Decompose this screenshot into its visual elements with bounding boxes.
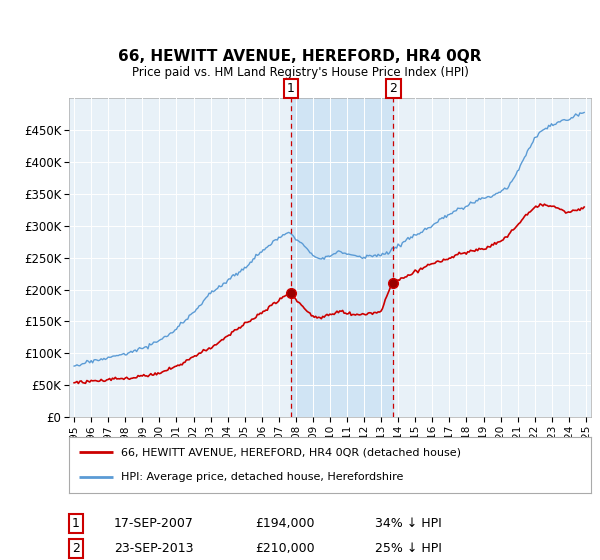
Text: 23-SEP-2013: 23-SEP-2013 xyxy=(114,542,193,556)
Text: Price paid vs. HM Land Registry's House Price Index (HPI): Price paid vs. HM Land Registry's House … xyxy=(131,66,469,80)
Text: 34% ↓ HPI: 34% ↓ HPI xyxy=(375,517,442,530)
Text: 17-SEP-2007: 17-SEP-2007 xyxy=(114,517,194,530)
Text: £210,000: £210,000 xyxy=(255,542,314,556)
Text: 66, HEWITT AVENUE, HEREFORD, HR4 0QR: 66, HEWITT AVENUE, HEREFORD, HR4 0QR xyxy=(118,49,482,63)
Bar xyxy=(291,98,394,417)
Text: 2: 2 xyxy=(389,82,397,95)
Text: 1: 1 xyxy=(72,517,80,530)
Text: 66, HEWITT AVENUE, HEREFORD, HR4 0QR (detached house): 66, HEWITT AVENUE, HEREFORD, HR4 0QR (de… xyxy=(121,447,461,458)
Text: 2: 2 xyxy=(72,542,80,556)
Text: £194,000: £194,000 xyxy=(255,517,314,530)
Text: 1: 1 xyxy=(287,82,295,95)
Text: HPI: Average price, detached house, Herefordshire: HPI: Average price, detached house, Here… xyxy=(121,472,404,482)
Text: 25% ↓ HPI: 25% ↓ HPI xyxy=(375,542,442,556)
